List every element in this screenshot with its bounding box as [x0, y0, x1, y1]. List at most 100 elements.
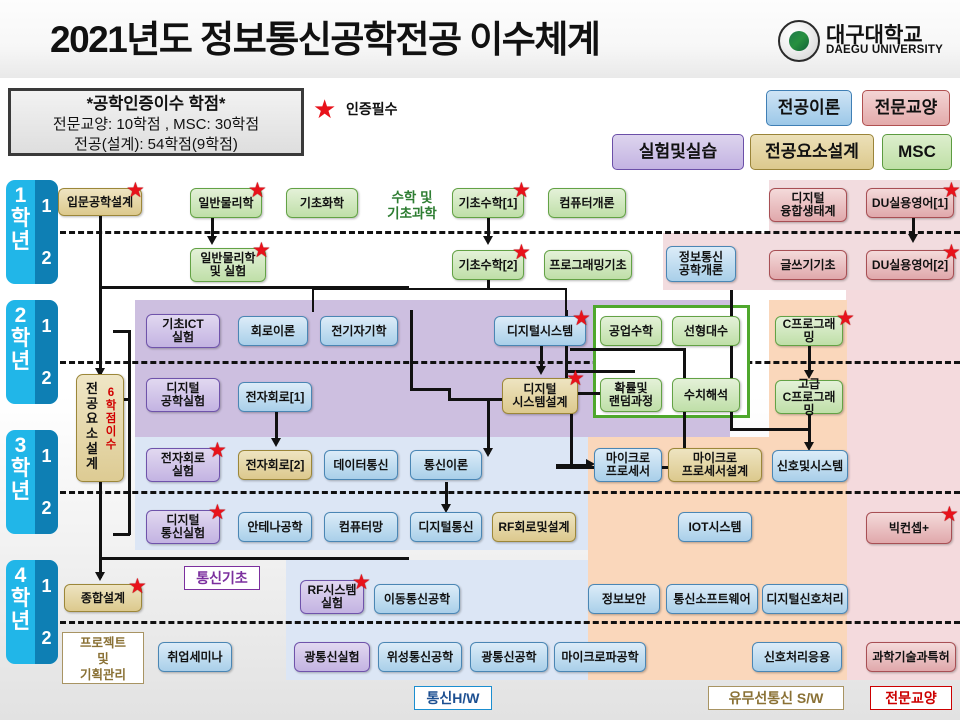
connector-bracket-bottom	[113, 533, 130, 536]
course-box[interactable]: DU실용영어[1]	[866, 188, 954, 218]
course-box[interactable]: 전기자기학	[320, 316, 398, 346]
arrow-micro-in	[586, 459, 595, 469]
track-label-comm-hw: 통신H/W	[414, 686, 492, 710]
course-box[interactable]: 마이크로파공학	[554, 642, 646, 672]
connector-english	[912, 216, 915, 238]
course-box[interactable]: 광통신공학	[470, 642, 548, 672]
course-box[interactable]: 입문공학설계	[58, 188, 142, 216]
course-box[interactable]: 전자회로 실험	[146, 448, 220, 482]
connector-to-commtheory	[487, 398, 490, 454]
course-box[interactable]: 확률및 랜덤과정	[600, 378, 662, 412]
connector-element-to-capstone	[99, 428, 102, 578]
course-box[interactable]: 정보통신 공학개론	[666, 246, 736, 282]
arrow-advc	[804, 442, 814, 451]
course-box[interactable]: 기초수학[2]	[452, 250, 524, 280]
year-3-sem-2: 2	[35, 482, 58, 534]
year-1-sem-2: 2	[35, 232, 58, 284]
course-box[interactable]: 글쓰기기초	[769, 250, 847, 280]
note-line-3: 전공(설계): 54학점(9학점)	[74, 136, 238, 153]
course-box[interactable]: 디지털 공학실험	[146, 378, 220, 412]
separator-year3	[60, 491, 960, 494]
separator-year1	[60, 231, 960, 234]
course-box[interactable]: 수치해석	[672, 378, 740, 412]
course-box[interactable]: 전자회로[1]	[238, 382, 312, 412]
page-header: 2021년도 정보통신공학전공 이수체계 대구대학교 DAEGU UNIVERS…	[0, 0, 960, 78]
course-box[interactable]: IOT시스템	[678, 512, 752, 542]
course-box[interactable]: 선형대수	[672, 316, 740, 346]
separator-year4	[60, 621, 960, 624]
separator-year2	[60, 361, 960, 364]
course-box[interactable]: 디지털신호처리	[762, 584, 848, 614]
course-box[interactable]: 고급 C프로그래밍	[775, 377, 843, 416]
course-box[interactable]: 광통신실험	[294, 642, 370, 672]
course-box[interactable]: 전자회로[2]	[238, 450, 312, 480]
connector-ecircuit	[275, 412, 278, 442]
course-box[interactable]: 취업세미나	[158, 642, 232, 672]
university-logo: 대구대학교 DAEGU UNIVERSITY	[778, 18, 958, 64]
connector-left-of-orange	[730, 290, 733, 430]
course-box[interactable]: 디지털 통신실험	[146, 510, 220, 544]
connector-digitalsys	[540, 346, 543, 370]
course-box[interactable]: RF회로및설계	[492, 512, 576, 542]
course-box[interactable]: 종합설계	[64, 584, 142, 612]
note-line-1: *공학인증이수 학점*	[86, 95, 226, 113]
star-legend: ★ 인증필수	[313, 96, 473, 122]
course-box[interactable]: 공업수학	[600, 316, 662, 346]
legend-chip-lab: 실험및실습	[612, 134, 744, 170]
year-block-3: 3 학년 1 2	[6, 430, 58, 534]
course-box[interactable]: 데이터통신	[324, 450, 398, 480]
course-box[interactable]: 통신소프트웨어	[666, 584, 758, 614]
course-box[interactable]: 이동통신공학	[374, 584, 460, 614]
arrow-ecircuit	[271, 438, 281, 447]
course-box[interactable]: RF시스템 실험	[300, 580, 364, 614]
math-group-label: 수학 및 기초과학	[387, 190, 437, 221]
course-box[interactable]: 디지털 융합생태계	[769, 188, 847, 222]
course-box[interactable]: 컴퓨터개론	[548, 188, 626, 218]
year-2-label: 2 학년	[10, 304, 31, 373]
connector-bracket-top	[113, 330, 130, 333]
course-box[interactable]: 빅컨셉+	[866, 512, 952, 544]
course-box[interactable]: 마이크로 프로세서설계	[668, 448, 762, 482]
course-box[interactable]: DU실용영어[2]	[866, 250, 954, 280]
year-1-label: 1 학년	[10, 184, 31, 253]
legend-chip-element-design: 전공요소설계	[750, 134, 874, 170]
connector-right-route-top	[570, 348, 685, 351]
connector-math	[487, 216, 490, 240]
connector-core-left	[410, 310, 413, 390]
course-box[interactable]: C프로그래밍	[775, 316, 843, 346]
year-block-4: 4 학년 1 2	[6, 560, 58, 664]
year-3-sem-1: 1	[35, 430, 58, 482]
course-box[interactable]: 일반물리학	[190, 188, 262, 218]
course-box[interactable]: 신호처리응용	[752, 642, 842, 672]
course-box[interactable]: 과학기술과특허	[866, 642, 956, 672]
connector-dsd-to-micro-v	[570, 412, 573, 466]
arrow-physics	[207, 236, 217, 245]
year-4-label: 4 학년	[10, 564, 31, 633]
connector-bottom-feed	[99, 557, 409, 560]
course-box[interactable]: 기초ICT 실험	[146, 314, 220, 348]
course-box[interactable]: 컴퓨터망	[324, 512, 398, 542]
course-box[interactable]: 기초수학[1]	[452, 188, 524, 218]
course-box[interactable]: 일반물리학 및 실험	[190, 248, 266, 282]
course-box[interactable]: 정보보안	[588, 584, 660, 614]
course-box[interactable]: 프로그래밍기초	[544, 250, 632, 280]
connector-commtheory	[445, 482, 448, 510]
connector-intro-to-element	[99, 216, 102, 374]
course-box[interactable]: 위성통신공학	[378, 642, 462, 672]
legend-chip-theory: 전공이론	[766, 90, 852, 126]
region-major-liberal-right	[846, 290, 960, 680]
course-box[interactable]: 디지털통신	[410, 512, 482, 542]
connector-to-digitalsysdesign	[565, 370, 635, 373]
course-box-outline[interactable]: 프로젝트 및 기획관리	[62, 632, 144, 684]
course-box[interactable]: 통신이론	[410, 450, 482, 480]
course-box[interactable]: 디지털시스템	[494, 316, 586, 346]
course-box[interactable]: 디지털 시스템설계	[502, 378, 578, 414]
course-box[interactable]: 마이크로 프로세서	[594, 448, 662, 482]
course-box[interactable]: 신호및시스템	[772, 450, 848, 482]
course-box[interactable]: 안테나공학	[238, 512, 312, 542]
course-box[interactable]: 기초화학	[286, 188, 358, 218]
course-box[interactable]: 회로이론	[238, 316, 308, 346]
